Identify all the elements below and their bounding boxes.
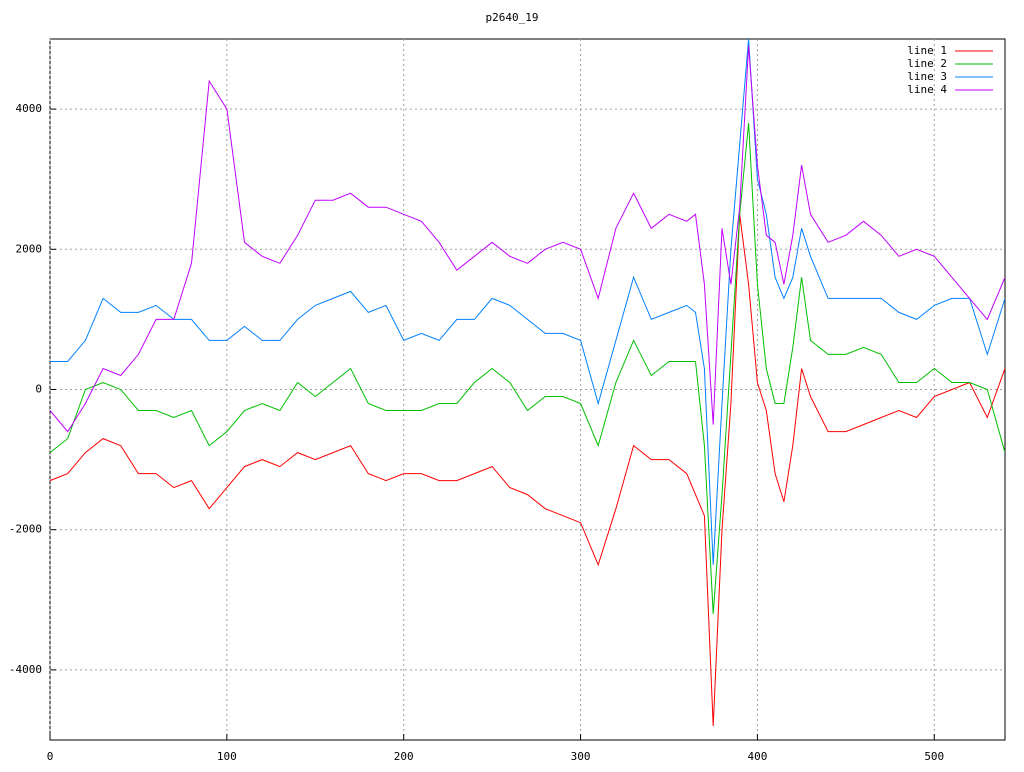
legend-label: line 1	[907, 44, 947, 57]
legend-label: line 4	[907, 83, 947, 96]
data-line	[50, 214, 1005, 727]
x-tick-label: 300	[571, 750, 591, 763]
x-tick-label: 500	[924, 750, 944, 763]
y-tick-label: 0	[35, 383, 42, 396]
data-line	[50, 39, 1005, 565]
chart-title: p2640_19	[486, 11, 539, 24]
x-tick-label: 200	[394, 750, 414, 763]
y-tick-label: -4000	[9, 663, 42, 676]
y-tick-label: 4000	[16, 102, 43, 115]
x-tick-label: 100	[217, 750, 237, 763]
data-line	[50, 45, 1005, 433]
y-tick-label: -2000	[9, 523, 42, 536]
legend-label: line 3	[907, 70, 947, 83]
x-tick-label: 400	[747, 750, 767, 763]
x-tick-label: 0	[47, 750, 54, 763]
y-tick-label: 2000	[16, 242, 43, 255]
data-line	[50, 123, 1005, 614]
legend-label: line 2	[907, 57, 947, 70]
